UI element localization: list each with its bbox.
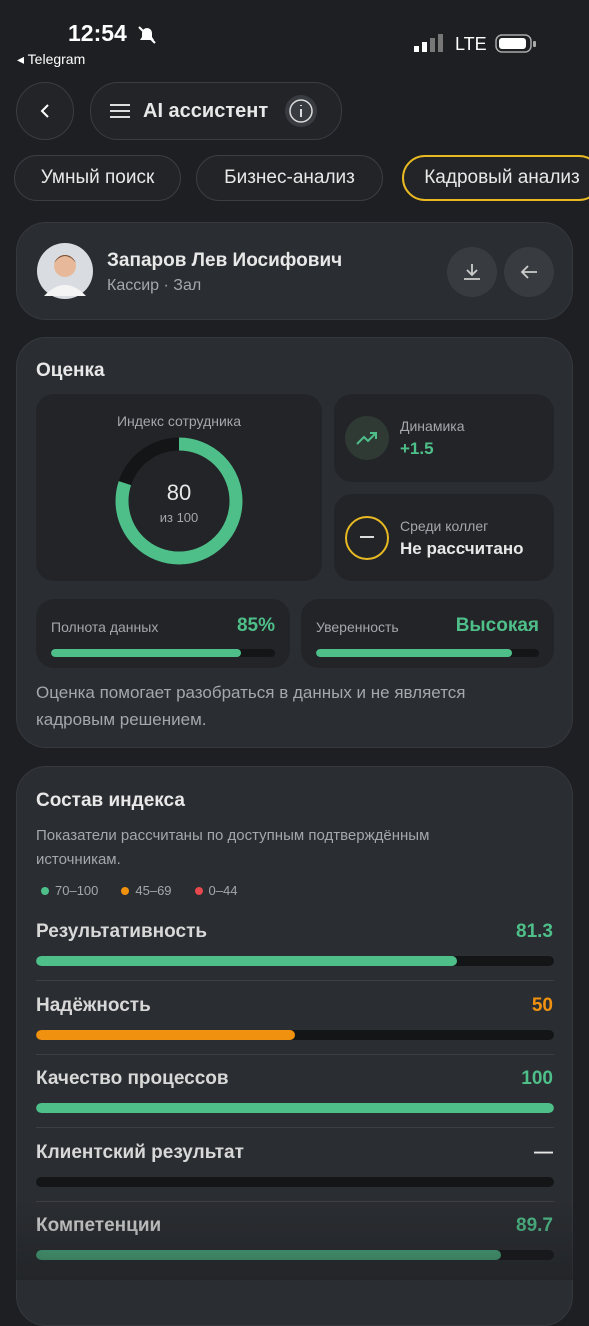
legend-label: 45–69 [135, 883, 172, 898]
metric-track [36, 1103, 554, 1113]
metric-track [36, 956, 554, 966]
header-title: AI ассистент [143, 99, 269, 122]
legend-item: 45–69 [116, 883, 172, 898]
legend-dot [41, 886, 49, 895]
metric-value: 81.3 [516, 921, 553, 942]
profile-name: Запаров Лев Иосифович [107, 250, 343, 271]
index-arc [115, 437, 243, 565]
tab[interactable]: Кадровый анализ [402, 155, 589, 201]
tab[interactable]: Умный поиск [14, 155, 181, 201]
mute-icon [138, 26, 156, 44]
completeness-box: Полнота данных 85% [36, 599, 290, 668]
battery [495, 34, 536, 53]
legend-item: 70–100 [36, 883, 98, 898]
confidence-label: Уверенность [316, 619, 399, 635]
index-max: из 100 [159, 510, 199, 525]
metric-bar [36, 956, 458, 966]
back-app[interactable]: ◂ Telegram [17, 51, 86, 67]
index-ring [115, 437, 243, 565]
peers-box: Среди коллег Не рассчитано [334, 494, 554, 581]
score-note: Оценка помогает разобраться в данных и н… [36, 683, 466, 729]
completeness-label: Полнота данных [51, 619, 159, 635]
network: LTE [455, 34, 487, 54]
signal [414, 34, 443, 52]
score-card: Оценка Индекс сотрудника 80 из 100 Динам… [16, 337, 573, 748]
metric-bar [36, 1029, 295, 1040]
legend-dot [121, 886, 130, 895]
back-arrow-button[interactable] [504, 247, 554, 297]
confidence-value: Высокая [455, 615, 539, 636]
legend-label: 70–100 [55, 883, 99, 898]
metric-name: Результативность [36, 921, 208, 942]
confidence-bar [316, 649, 513, 657]
composition-subtitle: Показатели рассчитаны по доступным подтв… [36, 827, 430, 868]
metric-bar [36, 1103, 554, 1113]
legend-dot [194, 886, 203, 895]
peers-value: Не рассчитано [400, 539, 524, 558]
index-box: Индекс сотрудника 80 из 100 [36, 394, 322, 581]
profile-card: Запаров Лев Иосифович Кассир · Зал [16, 222, 573, 320]
fade [0, 1200, 589, 1280]
back-button[interactable] [16, 82, 74, 140]
separator [36, 1053, 554, 1055]
separator [36, 980, 554, 981]
separator [36, 1127, 554, 1128]
avatar [37, 243, 93, 299]
download-button[interactable] [447, 247, 497, 297]
tab[interactable]: Бизнес-анализ [196, 155, 383, 201]
composition-title: Состав индекса [36, 790, 185, 811]
dynamics-box: Динамика +1.5 [334, 394, 554, 482]
completeness-bar [51, 649, 242, 657]
profile-role: Кассир · Зал [107, 277, 202, 294]
completeness-value: 85% [236, 615, 275, 636]
index-value: 80 [166, 480, 192, 505]
confidence-box: Уверенность Высокая [301, 599, 554, 668]
dynamics-label: Динамика [400, 418, 465, 434]
legend-item: 0–44 [190, 883, 238, 898]
score-title: Оценка [36, 360, 105, 381]
legend-label: 0–44 [208, 883, 238, 898]
metric-track [36, 1176, 554, 1187]
peers-label: Среди коллег [400, 518, 489, 534]
back-app-label: Telegram [27, 51, 86, 67]
index-label: Индекс сотрудника [116, 413, 242, 429]
metric-value: 50 [531, 994, 553, 1016]
dynamics-value: +1.5 [400, 439, 434, 458]
assistant-pill[interactable]: AI ассистент [90, 82, 342, 140]
screen: 12:54 ◂ Telegram LTE AI ассистент Умный … [0, 20, 589, 1326]
metric-value: 100 [521, 1068, 553, 1089]
metric-track [36, 1029, 554, 1040]
metric-name: Клиентский результат [36, 1141, 244, 1163]
metric-value: — [534, 1141, 553, 1163]
time: 12:54 [68, 20, 127, 46]
metric-name: Надёжность [36, 994, 151, 1016]
metric-name: Качество процессов [36, 1068, 229, 1089]
